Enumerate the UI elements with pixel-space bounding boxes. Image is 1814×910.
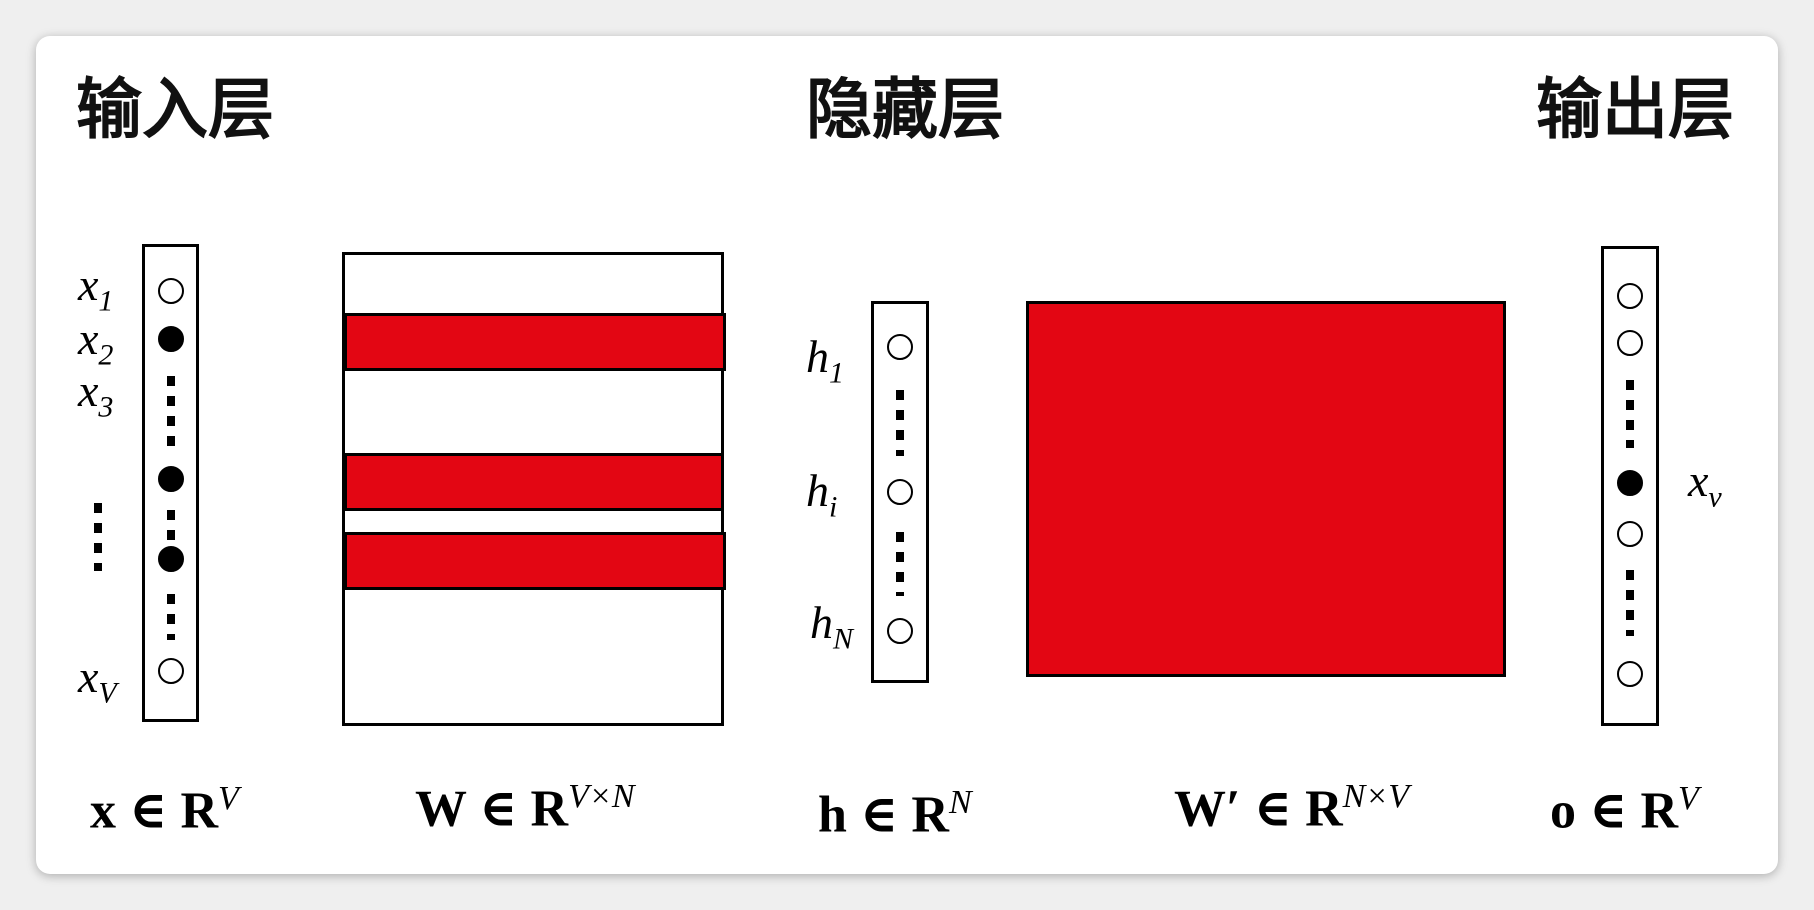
output-ellipsis-1	[1626, 380, 1634, 448]
input-ellipsis-1	[167, 376, 175, 446]
input-layer-title: 输入层	[76, 70, 274, 148]
eq-W-prime-matrix: W′ ∈ RN×V	[1174, 778, 1410, 838]
input-ellipsis-3	[167, 594, 175, 640]
input-node-active-b	[158, 546, 184, 572]
label-x2: x2	[78, 313, 114, 372]
label-hi: hi	[806, 465, 838, 524]
hidden-ellipsis-2	[896, 532, 904, 596]
label-x3: x3	[78, 365, 114, 424]
hidden-node-1	[887, 334, 913, 360]
hidden-node-N	[887, 618, 913, 644]
eq-W-matrix: W ∈ RV×N	[415, 778, 635, 838]
output-node-2	[1617, 330, 1643, 356]
output-node-after	[1617, 521, 1643, 547]
W-selected-row-1	[344, 313, 726, 371]
output-node-1	[1617, 283, 1643, 309]
output-node-v-active	[1617, 470, 1643, 496]
weight-matrix-W-prime	[1026, 301, 1506, 677]
input-node-2-active	[158, 326, 184, 352]
label-h1: h1	[806, 331, 844, 390]
label-hN: hN	[810, 597, 854, 656]
hidden-node-i	[887, 479, 913, 505]
eq-output-vector: o ∈ RV	[1550, 780, 1699, 840]
output-ellipsis-2	[1626, 570, 1634, 636]
output-layer-title: 输出层	[1536, 70, 1734, 148]
W-selected-row-3	[344, 532, 726, 590]
label-x1: x1	[78, 259, 114, 318]
eq-hidden-vector: h ∈ RN	[818, 784, 972, 844]
hidden-layer-title: 隐藏层	[806, 70, 1004, 148]
W-selected-row-2	[344, 453, 724, 511]
input-node-active-a	[158, 466, 184, 492]
input-node-1	[158, 278, 184, 304]
label-xv: xv	[1688, 455, 1722, 514]
hidden-ellipsis-1	[896, 390, 904, 456]
input-ellipsis-2	[167, 510, 175, 540]
input-node-V	[158, 658, 184, 684]
input-label-ellipsis	[94, 503, 102, 571]
eq-input-vector: x ∈ RV	[90, 780, 239, 840]
output-node-V	[1617, 661, 1643, 687]
label-xV: xV	[78, 651, 117, 710]
